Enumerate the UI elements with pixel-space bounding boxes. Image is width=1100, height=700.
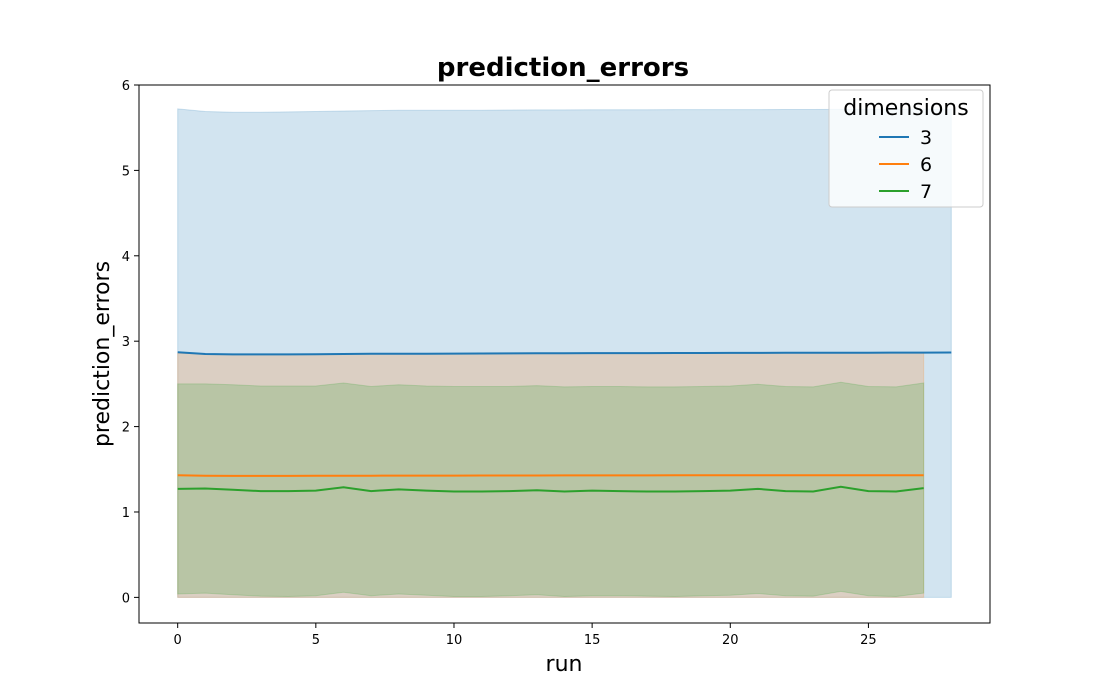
legend-label-3: 3 <box>920 127 932 149</box>
x-tick-label: 15 <box>584 633 601 648</box>
legend-title: dimensions <box>843 96 968 121</box>
y-tick-label: 5 <box>122 164 130 179</box>
y-axis-ticks: 0 1 2 3 4 5 6 <box>122 79 139 606</box>
x-tick-label: 5 <box>312 633 320 648</box>
x-tick-label: 25 <box>860 633 877 648</box>
x-axis-label: run <box>546 652 583 677</box>
chart-title: prediction_errors <box>437 53 689 83</box>
y-tick-label: 3 <box>122 335 130 350</box>
line-series-7 <box>177 485 924 493</box>
legend-label-6: 6 <box>920 154 932 176</box>
x-tick-label: 20 <box>722 633 739 648</box>
legend-label-7: 7 <box>920 181 932 203</box>
line-series-6 <box>177 474 924 477</box>
x-axis-ticks: 0 5 10 15 20 25 <box>174 623 877 648</box>
plot-frame <box>138 84 991 624</box>
y-tick-label: 1 <box>122 506 130 521</box>
series-lines <box>177 351 952 493</box>
legend: dimensions 3 6 7 <box>828 89 984 208</box>
y-tick-label: 0 <box>122 591 130 606</box>
legend-box <box>828 89 984 208</box>
band-series-7 <box>177 381 925 598</box>
legend-items: 3 6 7 <box>879 127 932 203</box>
line-series-3 <box>177 351 952 356</box>
x-tick-label: 10 <box>446 633 463 648</box>
y-tick-label: 6 <box>122 79 130 94</box>
y-axis-label: prediction_errors <box>90 261 115 447</box>
x-tick-label: 0 <box>174 633 182 648</box>
y-tick-label: 2 <box>122 421 130 436</box>
y-tick-label: 4 <box>122 250 130 265</box>
